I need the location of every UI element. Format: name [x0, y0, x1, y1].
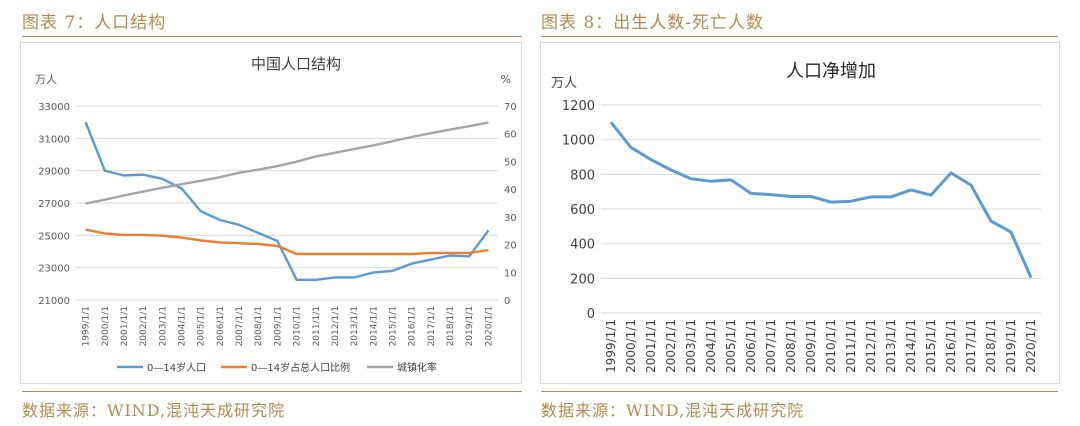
chart2-y-tick-label: 1200 [562, 99, 595, 114]
chart1-left-tick-label: 23000 [38, 264, 70, 275]
chart1-x-tick-label: 2020/1/1 [484, 306, 494, 346]
chart2-y-tick-label: 600 [570, 203, 595, 218]
population-structure-chart-panel: 中国人口结构 万人 % 21000 23000 25000 27000 29000 310… [20, 42, 522, 384]
chart1-x-tick-label: 2003/1/1 [158, 306, 168, 346]
chart2-x-tick-label: 2012/1/1 [864, 319, 878, 373]
chart2-unit: 万人 [551, 76, 577, 91]
chart1-left-tick-label: 31000 [38, 134, 70, 145]
chart1-x-tick-label: 2019/1/1 [465, 306, 475, 346]
chart2-x-tick-label: 2007/1/1 [764, 319, 778, 373]
chart2-y-tick-label: 400 [570, 238, 595, 253]
chart1-right-tick-label: 10 [504, 268, 517, 279]
chart1-right-tick-label: 30 [504, 213, 517, 224]
header-rule-left [22, 36, 522, 37]
chart1-x-tick-label: 2004/1/1 [178, 306, 188, 346]
chart1-left-tick-label: 29000 [38, 167, 70, 178]
chart1-right-tick-label: 60 [504, 130, 517, 141]
net-population-increase-chart: 人口净增加 万人 0 200 400 600 800 1000 1200 1999/1/1 2… [551, 61, 1041, 373]
footer-rule-left [22, 391, 522, 392]
chart2-title: 人口净增加 [786, 61, 876, 82]
chart2-x-tick-label: 2011/1/1 [844, 319, 858, 373]
chart2-x-tick-label: 2014/1/1 [904, 319, 918, 373]
chart1-title: 中国人口结构 [251, 55, 341, 73]
chart2-x-tick-label: 1999/1/1 [604, 319, 618, 373]
chart1-x-tick-label: 2018/1/1 [446, 306, 456, 346]
chart1-left-tick-label: 25000 [38, 231, 70, 242]
chart2-x-tick-label: 2015/1/1 [924, 319, 938, 373]
chart1-left-tick-label: 21000 [38, 296, 70, 307]
chart2-y-tick-label: 200 [570, 272, 595, 287]
chart1-right-unit: % [501, 73, 511, 86]
chart1-x-tick-label: 2013/1/1 [350, 306, 360, 346]
chart1-left-unit: 万人 [35, 73, 57, 86]
chart1-x-tick-label: 2012/1/1 [331, 306, 341, 346]
chart1-series-line [85, 121, 489, 205]
chart2-y-tick-label: 0 [587, 307, 595, 322]
source-left: 数据来源：WIND,混沌天成研究院 [22, 401, 286, 420]
chart1-x-tick-label: 2010/1/1 [293, 306, 303, 346]
chart1-legend-label: 城镇化率 [397, 361, 437, 374]
chart2-x-tick-label: 2000/1/1 [624, 319, 638, 373]
chart1-right-tick-label: 40 [504, 185, 517, 196]
chart1-x-tick-label: 2015/1/1 [389, 306, 399, 346]
figure-8-label: 图表 8：出生人数-死亡人数 [541, 13, 764, 33]
chart2-x-tick-label: 2008/1/1 [784, 319, 798, 373]
chart2-x-tick-label: 2002/1/1 [664, 319, 678, 373]
chart2-x-tick-label: 2003/1/1 [684, 319, 698, 373]
chart2-x-tick-label: 2010/1/1 [824, 319, 838, 373]
chart1-x-tick-label: 1999/1/1 [82, 306, 92, 346]
chart1-x-tick-label: 2014/1/1 [369, 306, 379, 346]
chart1-series-line [85, 228, 489, 256]
chart2-x-tick-label: 2016/1/1 [944, 319, 958, 373]
chart1-right-tick-label: 70 [504, 102, 517, 113]
chart1-left-tick-label: 33000 [38, 102, 70, 113]
chart1-x-tick-label: 2005/1/1 [197, 306, 207, 346]
footer-rule-right [541, 391, 1058, 392]
chart2-y-tick-label: 1000 [562, 134, 595, 149]
chart1-x-tick-label: 2000/1/1 [101, 306, 111, 346]
chart2-y-tick-label: 800 [570, 168, 595, 183]
chart1-legend-label: 0—14岁人口 [147, 361, 206, 374]
chart2-series-line [609, 121, 1033, 279]
chart1-left-tick-label: 27000 [38, 199, 70, 210]
source-right: 数据来源：WIND,混沌天成研究院 [541, 401, 805, 420]
chart1-x-tick-label: 2002/1/1 [139, 306, 149, 346]
chart1-x-tick-label: 2009/1/1 [273, 306, 283, 346]
chart1-right-tick-label: 50 [504, 157, 517, 168]
chart1-x-tick-label: 2017/1/1 [427, 306, 437, 346]
chart1-right-tick-label: 20 [504, 241, 517, 252]
chart2-x-tick-label: 2017/1/1 [964, 319, 978, 373]
chart2-x-tick-label: 2005/1/1 [724, 319, 738, 373]
population-structure-chart: 中国人口结构 万人 % 21000 23000 25000 27000 29000 310… [35, 55, 517, 374]
chart2-x-tick-label: 2004/1/1 [704, 319, 718, 373]
chart1-legend-label: 0—14岁占总人口比例 [251, 361, 350, 374]
chart1-right-tick-label: 0 [504, 296, 510, 307]
chart2-x-tick-label: 2020/1/1 [1024, 319, 1038, 373]
chart1-series-line [84, 121, 490, 282]
figure-7-label: 图表 7：人口结构 [22, 13, 167, 33]
chart1-x-tick-label: 2006/1/1 [216, 306, 226, 346]
chart2-x-tick-label: 2009/1/1 [804, 319, 818, 373]
chart2-x-tick-label: 2013/1/1 [884, 319, 898, 373]
chart2-x-tick-label: 2001/1/1 [644, 319, 658, 373]
chart2-x-tick-label: 2019/1/1 [1004, 319, 1018, 373]
chart1-x-tick-label: 2011/1/1 [312, 306, 322, 346]
chart1-x-tick-label: 2016/1/1 [408, 306, 418, 346]
net-population-increase-chart-panel: 人口净增加 万人 0 200 400 600 800 1000 1200 1999/1/1 2… [540, 42, 1060, 384]
chart1-x-tick-label: 2007/1/1 [235, 306, 245, 346]
chart1-x-tick-label: 2001/1/1 [120, 306, 130, 346]
chart2-x-tick-label: 2018/1/1 [984, 319, 998, 373]
header-rule-right [541, 36, 1058, 37]
chart1-x-tick-label: 2008/1/1 [254, 306, 264, 346]
chart2-x-tick-label: 2006/1/1 [744, 319, 758, 373]
